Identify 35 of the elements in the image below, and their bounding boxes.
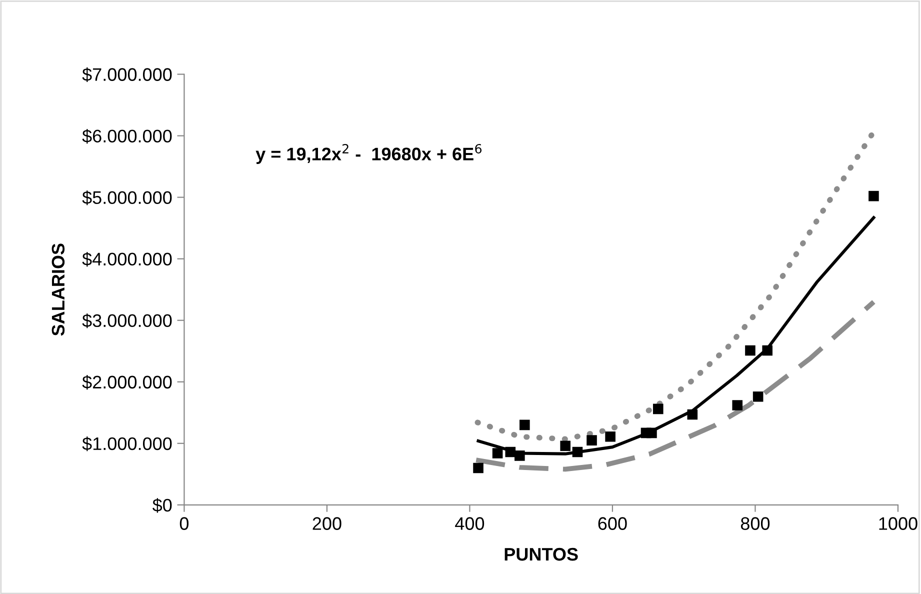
x-tick-label: 1000 [879,517,918,530]
x-tick-label: 800 [740,517,770,530]
point [732,400,743,410]
x-tick-label: 0 [180,517,189,530]
point [752,391,764,402]
point [505,446,516,458]
point [762,345,773,356]
point [646,428,657,438]
point [492,448,503,458]
point [586,435,597,446]
point [652,404,664,414]
point [605,431,616,442]
point [745,345,756,356]
point [572,446,583,458]
point [687,409,698,420]
y-tick-label: $6.000.000 [82,128,172,144]
y-tick-label: $7.000.000 [82,67,172,82]
x-axis-title: PUNTOS [504,548,578,561]
y-tick-label: $3.000.000 [82,314,172,328]
point [473,462,484,474]
y-tick-label: $2.000.000 [82,375,172,390]
x-tick-label: 200 [312,517,342,530]
y-axis-title: SALARIOS [52,244,65,336]
point [868,190,879,202]
x-tick-label: 600 [598,517,627,530]
y-tick-label: $5.000.000 [82,190,172,206]
point [514,450,525,461]
y-tick-label: $0 [152,498,172,513]
y-tick-label: $4.000.000 [82,252,172,267]
y-tick-label: $1.000.000 [82,436,172,452]
annotation: y = 19,12x$^{2}$ - 19680x + 6E$^{6}$ [256,144,482,164]
point [560,440,571,451]
line-series [474,299,876,472]
x-tick-label: 400 [455,517,484,530]
point [520,420,530,430]
